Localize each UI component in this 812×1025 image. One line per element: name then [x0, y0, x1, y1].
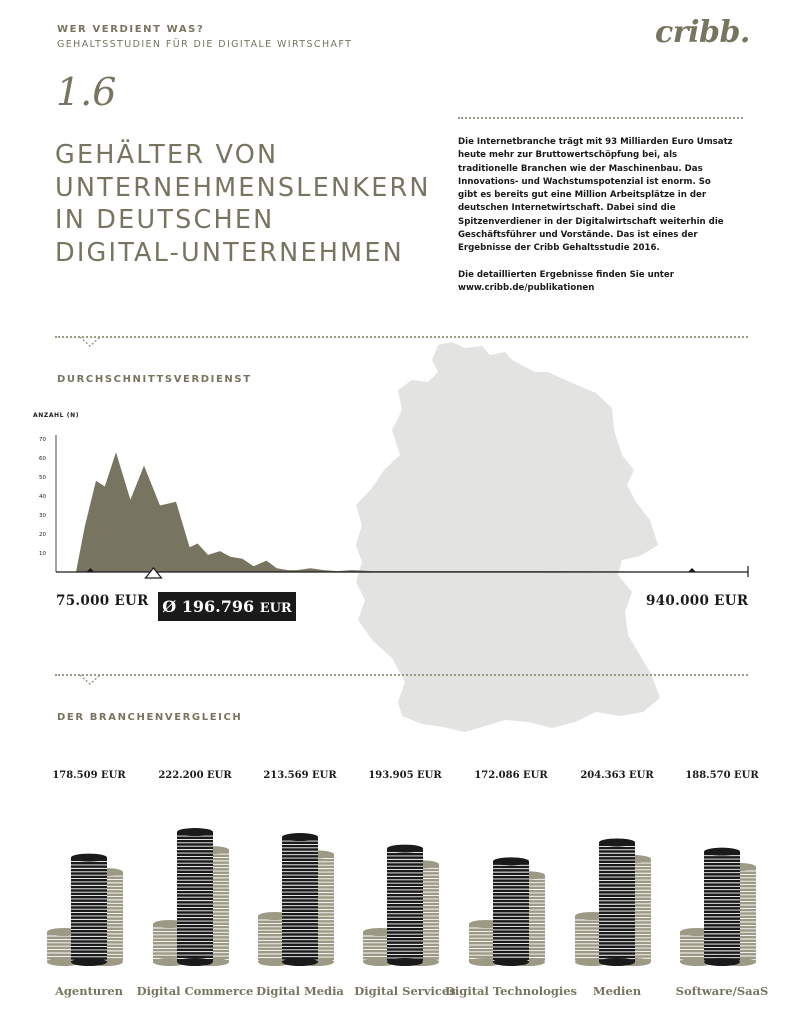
coin-stack-value	[71, 853, 107, 966]
section-title-durchschnitt: DURCHSCHNITTSVERDIENST	[57, 374, 252, 385]
average-marker	[144, 567, 163, 579]
coin-top	[493, 857, 529, 866]
intro-text: Die Internetbranche trägt mit 93 Milliar…	[458, 136, 733, 295]
average-value: Ø 196.796	[162, 597, 255, 616]
y-tick-label: 70	[39, 437, 46, 443]
title-line: UNTERNEHMENSLENKERN	[55, 172, 431, 203]
average-badge: Ø 196.796 EUR	[158, 592, 296, 621]
industry-category-label: Digital Commerce	[136, 984, 254, 998]
industry-category-label: Medien	[592, 984, 642, 998]
coin-top	[387, 844, 423, 853]
coin-stack-value	[282, 833, 318, 966]
coin-bottom	[493, 958, 529, 966]
coin-top	[704, 847, 740, 856]
results-link[interactable]: www.cribb.de/publikationen	[458, 282, 595, 293]
industry-category-label: Digital Media	[256, 984, 344, 998]
average-currency: EUR	[259, 601, 292, 616]
intro-divider	[458, 117, 743, 119]
coin-stack-value	[493, 857, 529, 966]
y-tick-label: 60	[39, 456, 46, 462]
min-label: 75.000 EUR	[56, 593, 149, 609]
coin-bottom	[387, 958, 423, 966]
distribution-chart: ANZAHL (N) 10 20 30 40 50 60 70	[33, 412, 749, 579]
coin-bottom	[599, 958, 635, 966]
industry-category-label: Software/SaaS	[675, 984, 769, 998]
range-marker	[688, 568, 696, 572]
coin-stack-value	[177, 828, 213, 966]
coin-stack-value	[387, 844, 423, 966]
brand-logo: cribb.	[655, 15, 750, 50]
kicker: WER VERDIENT WAS?	[57, 24, 205, 35]
distribution-area	[56, 452, 748, 572]
coin-bottom	[177, 958, 213, 966]
industry-value-label: 204.363 EUR	[580, 770, 654, 781]
chapter-number: 1.6	[56, 70, 117, 114]
industry-value-label: 222.200 EUR	[158, 770, 232, 781]
divider-notch-icon	[80, 674, 100, 686]
y-tick-label: 20	[39, 532, 46, 538]
coin-top	[177, 828, 213, 837]
section-divider	[55, 336, 748, 338]
coin-bottom	[71, 958, 107, 966]
industry-coin-chart	[47, 828, 756, 966]
industry-value-label: 213.569 EUR	[263, 770, 337, 781]
title-line: GEHÄLTER VON	[55, 140, 279, 170]
y-tick-label: 50	[39, 475, 46, 481]
y-tick-label: 40	[39, 494, 46, 500]
coin-bottom	[282, 958, 318, 966]
page-title: GEHÄLTER VON UNTERNEHMENSLENKERN IN DEUT…	[55, 139, 431, 269]
coin-stack-value	[704, 847, 740, 966]
y-tick-label: 30	[39, 513, 46, 519]
section-title-branchen: DER BRANCHENVERGLEICH	[57, 712, 243, 723]
coin-top	[71, 853, 107, 862]
title-line: IN DEUTSCHEN	[55, 205, 275, 235]
section-divider	[55, 674, 748, 676]
coin-stack-body	[493, 861, 529, 962]
intro-paragraph: Die Internetbranche trägt mit 93 Milliar…	[458, 137, 733, 254]
max-label: 940.000 EUR	[646, 593, 749, 609]
y-tick-label: 10	[39, 551, 46, 557]
coin-bottom	[704, 958, 740, 966]
industry-category-label: Digital Technologies	[444, 984, 578, 998]
industry-category-label: Digital Services	[354, 984, 456, 998]
divider-notch-icon	[80, 336, 100, 348]
industry-category-label: Agenturen	[54, 984, 124, 998]
industry-value-label: 188.570 EUR	[685, 770, 759, 781]
y-axis-label: ANZAHL (N)	[33, 412, 79, 419]
coin-top	[599, 838, 635, 847]
coin-top	[282, 833, 318, 842]
range-marker	[86, 568, 95, 572]
coin-stack-value	[599, 838, 635, 966]
coin-stack-body	[387, 848, 423, 962]
results-text: Die detaillierten Ergebnisse finden Sie …	[458, 269, 674, 280]
subkicker: GEHALTSSTUDIEN FÜR DIE DIGITALE WIRTSCHA…	[57, 39, 353, 50]
industry-value-label: 193.905 EUR	[368, 770, 442, 781]
title-line: DIGITAL-UNTERNEHMEN	[55, 237, 404, 268]
industry-value-label: 178.509 EUR	[52, 770, 126, 781]
industry-value-label: 172.086 EUR	[474, 770, 548, 781]
